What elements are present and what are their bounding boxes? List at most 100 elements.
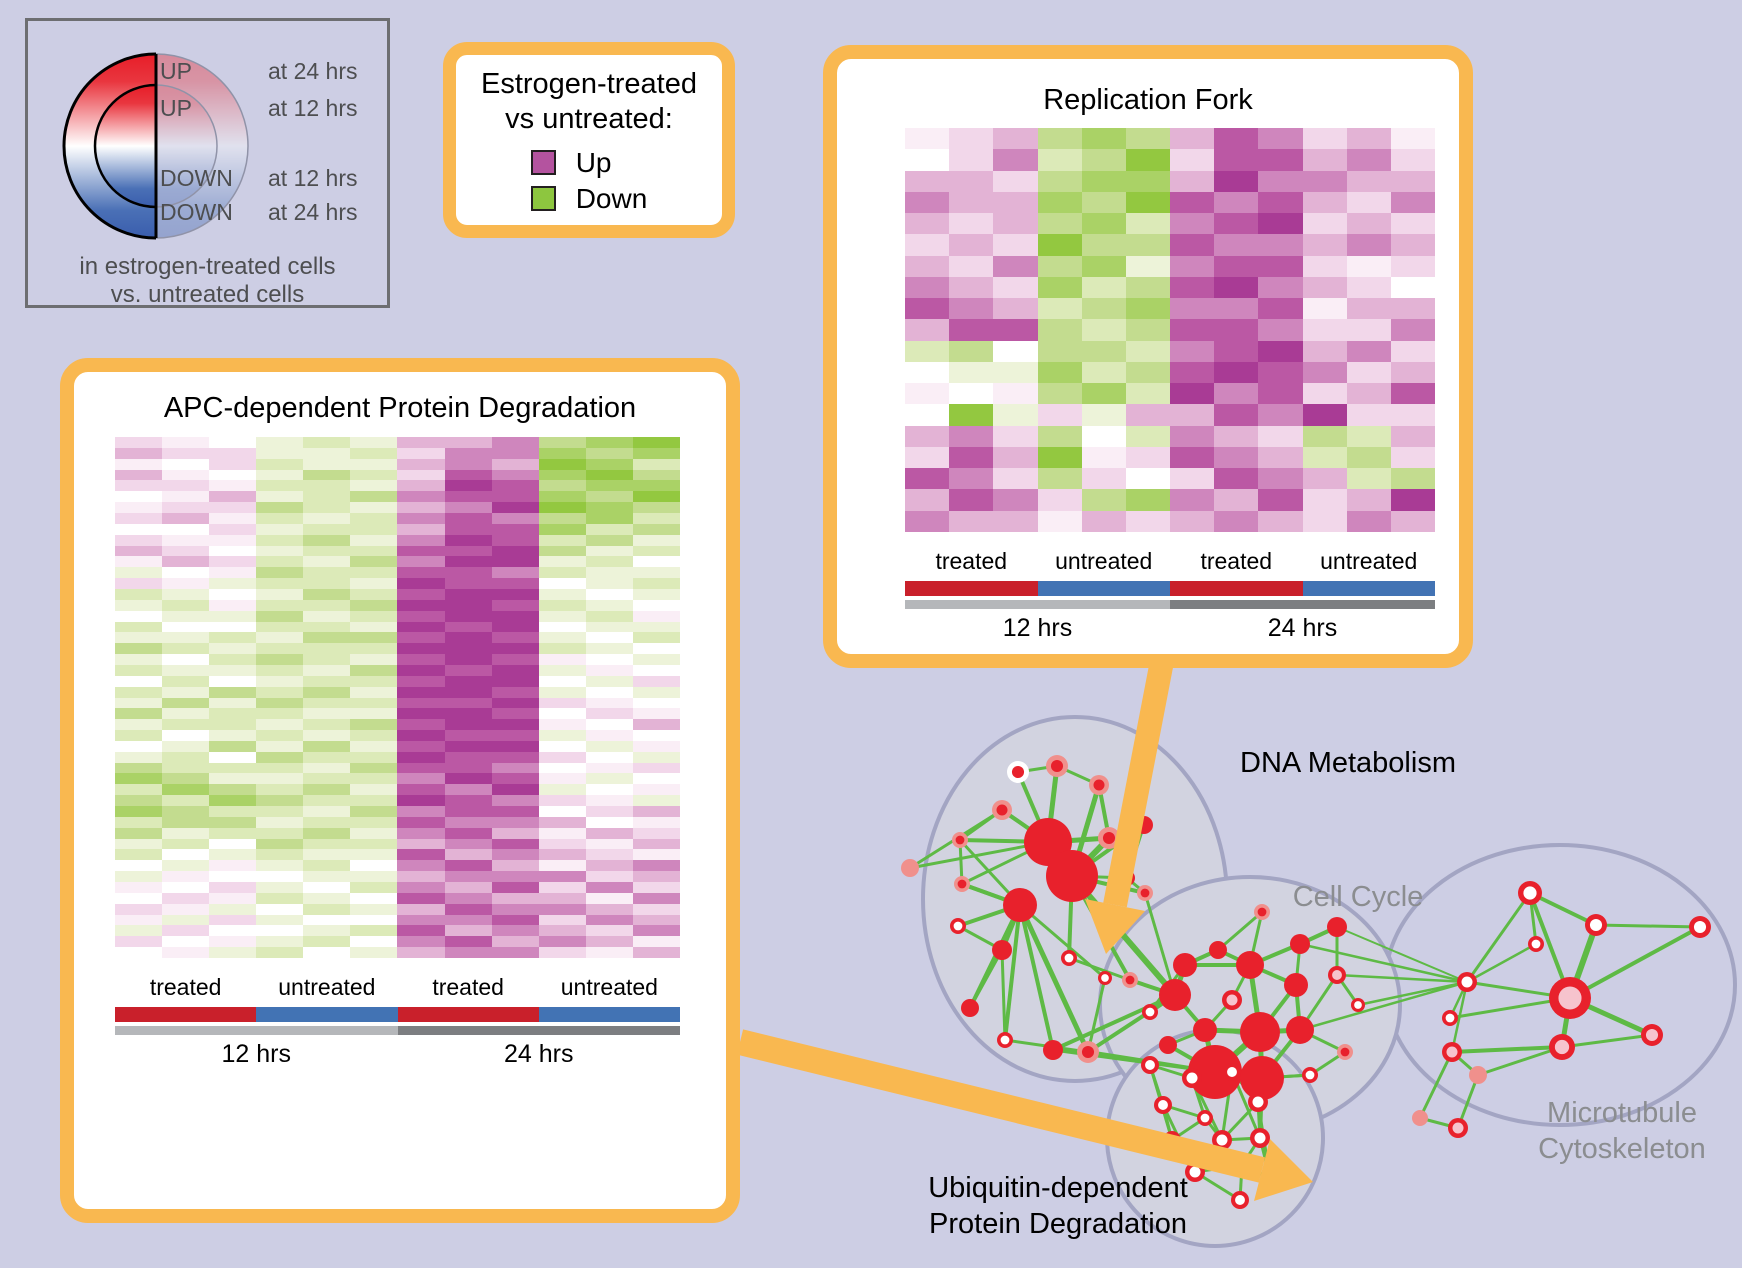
heatmap-cell bbox=[162, 491, 210, 503]
heatmap-cell bbox=[585, 784, 633, 796]
heatmap-cell bbox=[115, 697, 163, 709]
heatmap-cell bbox=[1170, 383, 1215, 405]
heatmap-cell bbox=[256, 903, 304, 915]
heatmap-cell bbox=[1037, 468, 1082, 490]
heatmap-cell bbox=[632, 762, 680, 774]
network-node-core bbox=[1254, 1132, 1266, 1144]
heatmap-cell bbox=[585, 675, 633, 687]
heatmap-cell bbox=[949, 149, 994, 171]
arrow-head-replication-to-dna bbox=[1085, 899, 1145, 954]
heatmap-cell bbox=[1037, 276, 1082, 299]
heatmap-cell bbox=[949, 319, 994, 341]
heatmap-cell bbox=[303, 730, 351, 741]
heatmap-cell bbox=[350, 773, 398, 785]
heatmap-cell bbox=[444, 719, 492, 731]
heatmap-cell bbox=[632, 675, 680, 687]
heatmap-cell bbox=[444, 816, 492, 828]
network-edge bbox=[1466, 942, 1537, 984]
network-edge bbox=[1299, 942, 1468, 984]
cluster-label-line: Ubiquitin-dependent bbox=[928, 1172, 1188, 1204]
heatmap-cell bbox=[1125, 510, 1170, 532]
heatmap-cell bbox=[303, 491, 351, 503]
heatmap-cell bbox=[397, 512, 445, 524]
heatmap-cell bbox=[585, 578, 633, 589]
heatmap-cell bbox=[256, 849, 304, 861]
heatmap-cell bbox=[115, 469, 163, 481]
heatmap-cell bbox=[115, 751, 163, 763]
cluster-label-line: Microtubule bbox=[1547, 1097, 1697, 1129]
network-node-solid bbox=[1209, 941, 1227, 959]
heatmap-cell bbox=[905, 340, 950, 362]
heatmap-cell bbox=[162, 719, 210, 731]
heatmap-cell bbox=[993, 276, 1038, 299]
treatment-bar-segment bbox=[115, 1007, 257, 1022]
treatment-bar-segment bbox=[1037, 581, 1170, 596]
heatmap-cell bbox=[209, 654, 257, 665]
heatmap-cell bbox=[1346, 383, 1391, 405]
heatmap-cell bbox=[397, 534, 445, 546]
heatmap-cell bbox=[444, 480, 492, 492]
heatmap-cell bbox=[632, 523, 680, 535]
heatmap-cell bbox=[1302, 468, 1347, 490]
network-node-solid bbox=[1046, 850, 1098, 902]
estrogen-legend-title-line2: vs untreated: bbox=[505, 102, 673, 135]
network-node-solid bbox=[1193, 1018, 1217, 1042]
heatmap-cell bbox=[444, 599, 492, 611]
heatmap-cell bbox=[444, 545, 492, 557]
heatmap-cell bbox=[444, 578, 492, 589]
heatmap-cell bbox=[397, 838, 445, 850]
apc-group-labels: treated untreated treated untreated bbox=[115, 974, 680, 1000]
heatmap-cell bbox=[491, 914, 539, 926]
heatmap-cell bbox=[1302, 319, 1347, 341]
heatmap-cell bbox=[1214, 383, 1259, 405]
heatmap-cell bbox=[632, 437, 680, 448]
heatmap-cell bbox=[444, 437, 492, 448]
heatmap-cell bbox=[350, 697, 398, 709]
heatmap-cell bbox=[585, 838, 633, 850]
heatmap-cell bbox=[303, 849, 351, 861]
heatmap-cell bbox=[397, 730, 445, 741]
network-node-core bbox=[1340, 1047, 1350, 1057]
heatmap-cell bbox=[209, 610, 257, 622]
network-edge bbox=[1477, 1045, 1563, 1077]
heatmap-cell bbox=[1037, 425, 1082, 447]
heatmap-cell bbox=[350, 588, 398, 600]
heatmap-cell bbox=[993, 170, 1038, 192]
heatmap-cell bbox=[1037, 170, 1082, 192]
heatmap-cell bbox=[1346, 404, 1391, 426]
heatmap-cell bbox=[1125, 149, 1170, 171]
heatmap-cell bbox=[993, 489, 1038, 511]
heatmap-cell bbox=[162, 567, 210, 579]
network-node-core bbox=[1227, 1067, 1237, 1077]
network-edge bbox=[1569, 925, 1701, 1000]
heatmap-cell bbox=[632, 502, 680, 513]
heatmap-cell bbox=[1258, 298, 1303, 320]
heatmap-cell bbox=[585, 795, 633, 807]
network-node-core bbox=[1125, 975, 1135, 985]
heatmap-cell bbox=[303, 903, 351, 915]
network-node-solid bbox=[1290, 934, 1310, 954]
heatmap-cell bbox=[632, 643, 680, 655]
network-node-core bbox=[1461, 976, 1473, 988]
heatmap-cell bbox=[585, 697, 633, 709]
network-node-core bbox=[996, 804, 1008, 816]
network-edge bbox=[1336, 926, 1468, 983]
heatmap-cell bbox=[350, 849, 398, 861]
heatmap-cell bbox=[1346, 149, 1391, 171]
heatmap-cell bbox=[209, 588, 257, 600]
heatmap-cell bbox=[1258, 191, 1303, 214]
heatmap-cell bbox=[256, 458, 304, 470]
replication-fork-heatmap bbox=[905, 128, 1435, 532]
heatmap-cell bbox=[632, 849, 680, 861]
heatmap-cell bbox=[1125, 319, 1170, 341]
heatmap-cell bbox=[1170, 149, 1215, 171]
heatmap-cell bbox=[1390, 255, 1435, 277]
heatmap-cell bbox=[1214, 404, 1259, 426]
network-node-core bbox=[1186, 1072, 1198, 1084]
heatmap-cell bbox=[350, 578, 398, 589]
heatmap-cell bbox=[256, 838, 304, 850]
heatmap-cell bbox=[209, 762, 257, 774]
heatmap-cell bbox=[115, 512, 163, 524]
heatmap-cell bbox=[1390, 213, 1435, 235]
